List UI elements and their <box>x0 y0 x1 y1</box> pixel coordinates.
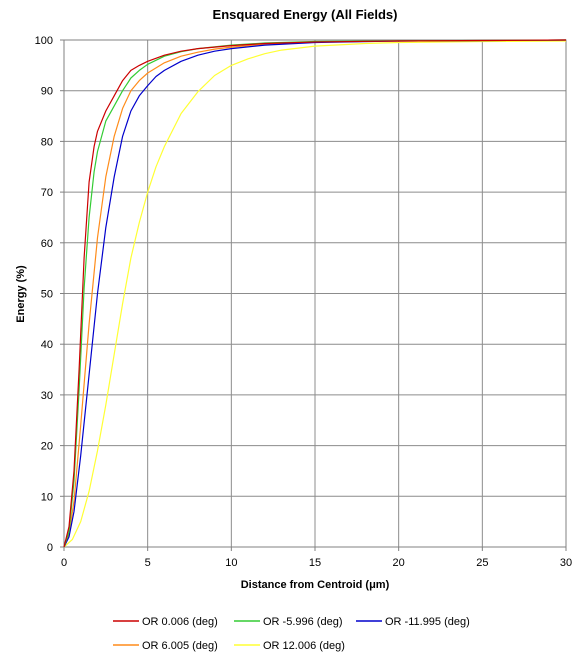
x-tick-label: 25 <box>476 557 488 569</box>
x-tick-label: 15 <box>309 557 321 569</box>
series-line-2 <box>63 39 567 548</box>
y-tick-label: 100 <box>35 35 53 47</box>
y-axis-label: Energy (%) <box>15 265 27 323</box>
series-lines <box>63 39 567 548</box>
legend-label-0: OR 0.006 (deg) <box>142 616 218 628</box>
legend-label-4: OR 12.006 (deg) <box>263 640 345 652</box>
y-axis-ticks: 0 10 20 30 40 50 60 70 80 90 100 <box>35 35 64 554</box>
y-tick-label: 60 <box>41 238 53 250</box>
y-tick-label: 10 <box>41 491 53 503</box>
x-tick-label: 30 <box>560 557 572 569</box>
series-line-0 <box>63 39 567 548</box>
legend-label-1: OR -5.996 (deg) <box>263 616 342 628</box>
y-tick-label: 90 <box>41 86 53 98</box>
x-tick-label: 0 <box>61 557 67 569</box>
y-tick-label: 70 <box>41 187 53 199</box>
x-tick-label: 5 <box>145 557 151 569</box>
x-tick-label: 20 <box>393 557 405 569</box>
grid-lines <box>63 39 567 548</box>
y-tick-label: 0 <box>47 542 53 554</box>
x-axis-ticks: 0 5 10 15 20 25 30 <box>61 547 572 569</box>
x-axis-label: Distance from Centroid (μm) <box>241 579 390 591</box>
x-tick-label: 10 <box>225 557 237 569</box>
series-line-4 <box>63 40 567 548</box>
legend-label-3: OR 6.005 (deg) <box>142 640 218 652</box>
chart-title: Ensquared Energy (All Fields) <box>213 7 398 22</box>
legend: OR 0.006 (deg) OR -5.996 (deg) OR -11.995 … <box>113 616 470 652</box>
y-tick-label: 80 <box>41 136 53 148</box>
y-tick-label: 30 <box>41 390 53 402</box>
y-tick-label: 20 <box>41 441 53 453</box>
y-tick-label: 50 <box>41 289 53 301</box>
legend-label-2: OR -11.995 (deg) <box>385 616 470 628</box>
y-tick-label: 40 <box>41 339 53 351</box>
